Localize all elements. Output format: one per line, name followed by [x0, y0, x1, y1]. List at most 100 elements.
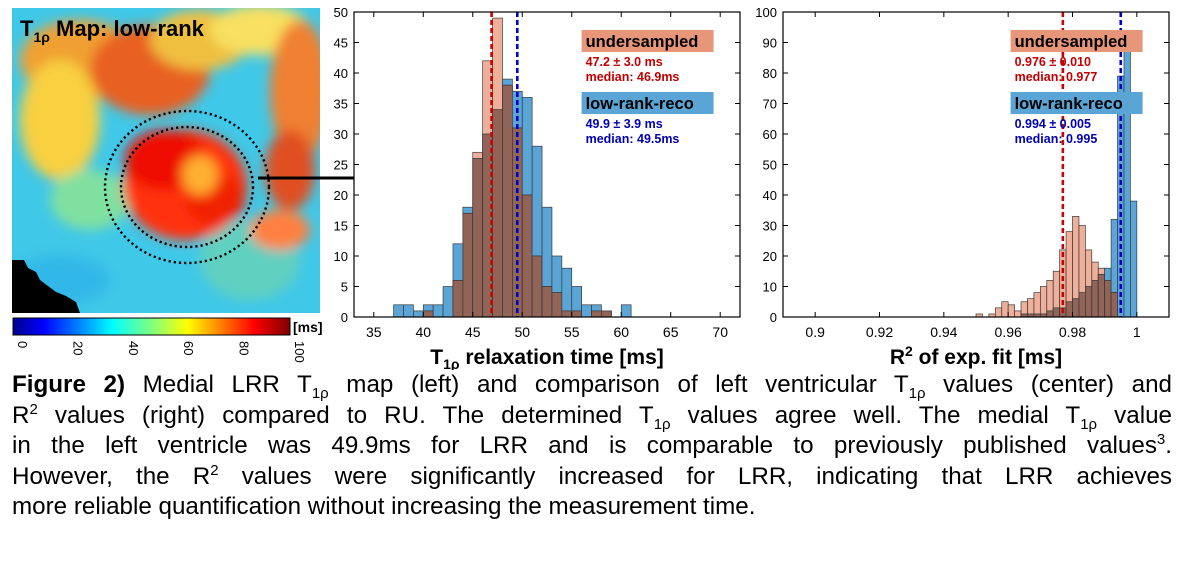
stat-median: median: 49.5ms [586, 132, 680, 146]
bar-undersampled [1001, 301, 1009, 318]
legend-label-box [1010, 30, 1143, 52]
legend-label: undersampled [586, 33, 699, 51]
caption-line-3: in the left ventricle was 49.9ms for LRR… [12, 431, 1172, 462]
colorbar-tick-label: 40 [126, 341, 141, 355]
bar-overlap [1072, 298, 1080, 318]
bar-low-rank-reco [403, 304, 414, 318]
caption-text: values (right) compared to RU. The deter… [37, 401, 654, 429]
bar-low-rank-reco [1123, 32, 1131, 318]
legend-label-box [581, 92, 714, 114]
x-tick-label: 50 [514, 324, 530, 340]
figure-panels: T1ρ Map: low-rank [ms] 0 20 40 60 80 100 35 40… [12, 5, 1170, 370]
y-tick-label: 25 [334, 158, 348, 173]
caption-line-4: However, the R2 values were significantl… [12, 462, 1172, 493]
colorbar-ticks: 0 20 40 60 80 100 [15, 341, 307, 363]
bar-overlap [551, 292, 563, 318]
colorbar-tick-label: 100 [292, 341, 307, 363]
bar-low-rank-reco [413, 310, 424, 318]
y-tick-label: 0 [770, 310, 777, 325]
colorbar [12, 317, 291, 336]
bar-overlap [571, 310, 582, 318]
bar-undersampled [1014, 310, 1022, 318]
stat-median: median: 0.995 [1015, 132, 1098, 146]
caption-line-2: R2 values (right) compared to RU. The de… [12, 400, 1173, 433]
y-tick-label: 40 [763, 188, 777, 203]
caption-line-1: Figure 2) Medial LRR T1ρ map (left) and … [12, 370, 1172, 401]
y-tick-label: 10 [334, 249, 348, 264]
caption-text: . [1165, 432, 1172, 459]
y-tick-label: 70 [763, 97, 777, 112]
bar-overlap [601, 310, 612, 318]
caption-text: values were significantly increased for … [218, 462, 1172, 490]
y-tick-label: 90 [763, 36, 777, 51]
x-tick-label: 65 [663, 324, 679, 340]
caption-text: Medial LRR T [125, 371, 312, 398]
t1rho-map-image [12, 8, 320, 313]
caption-sub: 1ρ [908, 384, 926, 402]
plot-area [783, 12, 1169, 317]
bar-overlap [1078, 292, 1086, 318]
legend-label: low-rank-reco [586, 95, 694, 113]
bar-overlap [452, 280, 464, 318]
colorbar-tick-label: 20 [70, 341, 85, 355]
bar-undersampled [1033, 292, 1041, 318]
bar-overlap [1085, 286, 1093, 318]
caption-text: value [1097, 401, 1173, 429]
bar-overlap [1052, 307, 1060, 318]
x-tick-label: 70 [712, 324, 728, 340]
bar-undersampled [994, 307, 1003, 318]
y-tick-label: 60 [763, 127, 777, 142]
x-axis-label: T1ρ relaxation time [ms] [430, 346, 664, 370]
caption-sub: 1ρ [653, 415, 671, 433]
bar-overlap [1046, 310, 1054, 318]
x-axis-label: R2 of exp. fit [ms] [890, 343, 1062, 369]
bar-low-rank-reco [393, 304, 404, 318]
bar-overlap [1097, 273, 1106, 318]
figure-caption: Figure 2) Medial LRR T1ρ map (left) and … [12, 370, 1172, 523]
map-title: T1ρ Map: low-rank [20, 16, 205, 45]
y-tick-label: 30 [763, 219, 777, 234]
caption-text: map (left) and comparison of left ventri… [328, 371, 909, 398]
x-tick-label: 35 [366, 324, 382, 340]
bar-overlap [1065, 301, 1073, 318]
caption-text: in the left ventricle was 49.9ms for LRR… [12, 432, 1157, 459]
caption-text: values (center) and [925, 371, 1172, 398]
y-tick-label: 15 [334, 219, 348, 234]
caption-sup: 3 [1156, 430, 1166, 448]
x-tick-label: 0.9 [805, 324, 825, 340]
stat-median: median: 0.977 [1015, 70, 1098, 84]
histogram-t1rho: 35 40 45 50 55 60 65 70 0 5 10 15 20 25 30 35 40 45 50 T1ρ … [334, 5, 741, 370]
colorbar-unit: [ms] [293, 319, 323, 335]
bar-low-rank-reco [620, 304, 632, 318]
bar-overlap [492, 109, 503, 318]
y-tick-label: 10 [763, 280, 777, 295]
stat-mean-sd: 49.9 ± 3.9 ms [586, 117, 663, 131]
bar-overlap [521, 194, 533, 318]
endocardial-contour [119, 125, 255, 249]
caption-sub: 1ρ [311, 384, 329, 402]
bar-overlap [462, 212, 474, 318]
caption-sub: 1ρ [1080, 415, 1098, 433]
legend-label: low-rank-reco [1015, 95, 1123, 113]
x-tick-label: 55 [564, 324, 580, 340]
stat-median: median: 46.9ms [586, 70, 680, 84]
bar-low-rank-reco [581, 304, 592, 318]
x-tick-label: 0.96 [995, 324, 1022, 340]
y-tick-label: 35 [334, 97, 348, 112]
stat-mean-sd: 0.976 ± 0.010 [1015, 55, 1091, 69]
x-tick-label: 60 [613, 324, 629, 340]
caption-text: However, the R [12, 462, 211, 490]
bar-low-rank-reco [442, 286, 454, 318]
y-tick-label: 80 [763, 66, 777, 81]
legend-label-box [581, 30, 714, 52]
caption-sup: 2 [29, 400, 38, 418]
y-tick-label: 20 [334, 188, 348, 203]
bar-low-rank-reco [432, 304, 444, 318]
colorbar-tick-label: 80 [237, 341, 252, 355]
bar-overlap [1110, 292, 1118, 318]
histogram-r2: 0.9 0.92 0.94 0.96 0.98 101020304050607080901… [755, 5, 1170, 369]
caption-line-5: more reliable quantification without inc… [12, 493, 756, 520]
legend-label: undersampled [1015, 33, 1128, 51]
caption-sup: 2 [210, 461, 219, 479]
y-tick-label: 0 [341, 310, 348, 325]
